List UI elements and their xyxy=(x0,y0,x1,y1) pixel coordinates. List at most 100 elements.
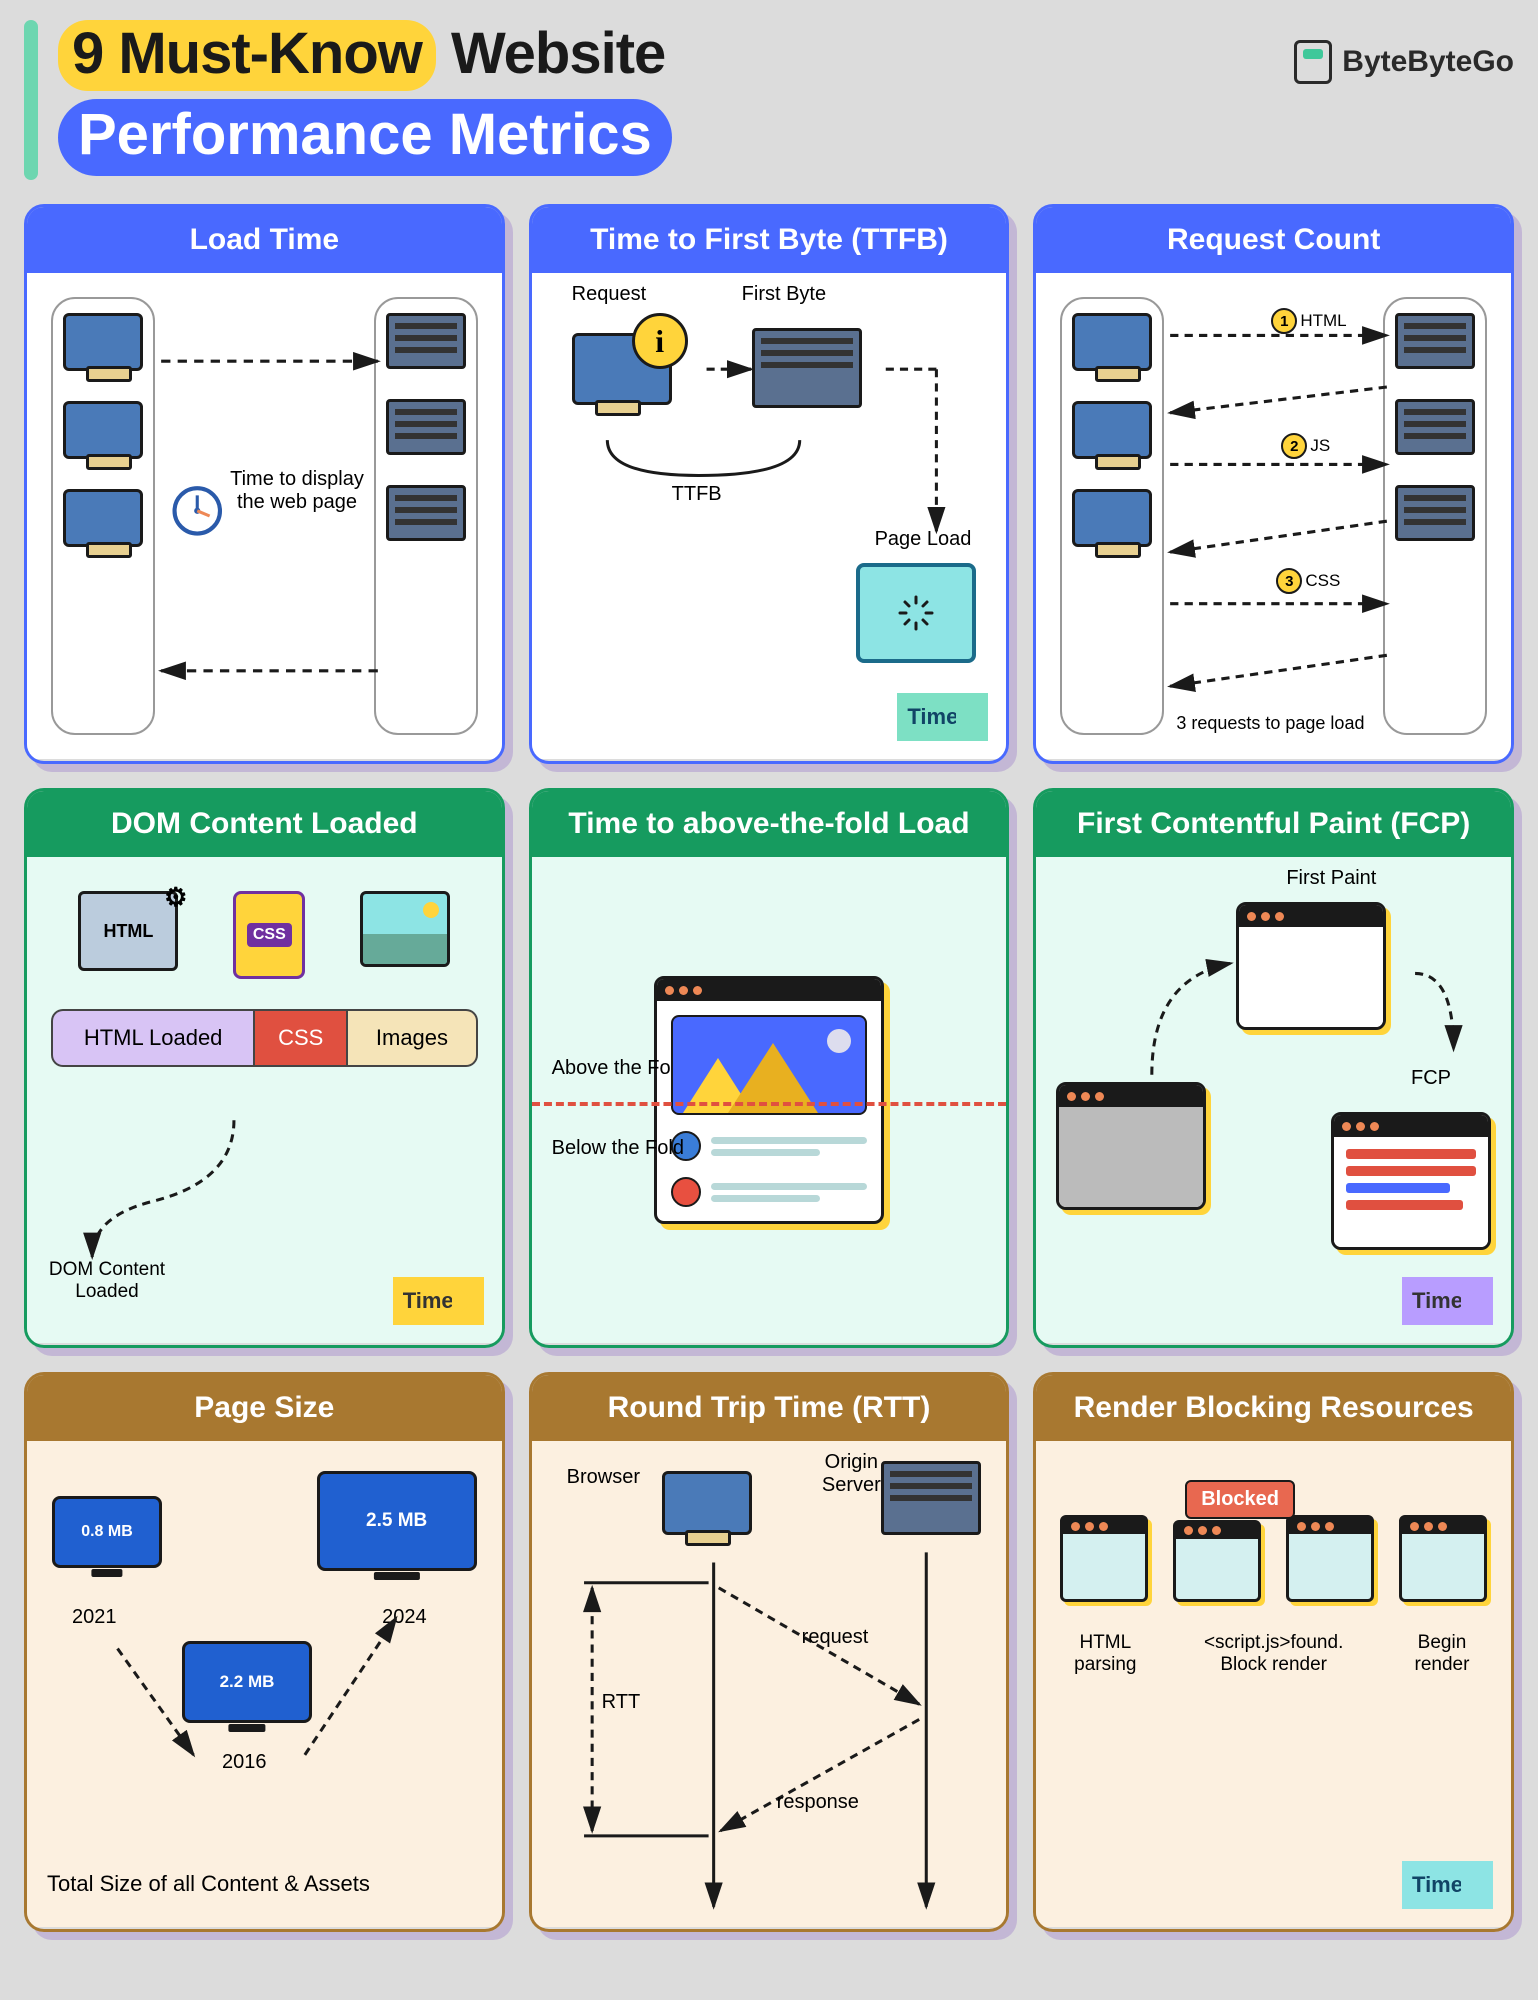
time-arrow: Time xyxy=(1402,1861,1493,1909)
client-stack xyxy=(51,297,155,735)
server-stack xyxy=(1383,297,1487,735)
title-highlight-blue: Performance Metrics xyxy=(58,99,672,176)
css-file-icon: CSS xyxy=(233,891,305,979)
label-response: response xyxy=(777,1791,859,1814)
fold-line xyxy=(532,1102,1007,1106)
computer-icon xyxy=(1072,313,1152,371)
load-time-caption: Time to display the web page xyxy=(222,468,372,514)
dom-caption: DOM Content Loaded xyxy=(42,1259,172,1303)
image-file-icon xyxy=(360,891,450,967)
year-2024: 2024 xyxy=(382,1606,427,1629)
time-arrow: Time xyxy=(1402,1277,1493,1325)
label-first-byte: First Byte xyxy=(742,283,826,306)
card-title: Time to above-the-fold Load xyxy=(532,791,1007,857)
mini-window xyxy=(1173,1520,1261,1602)
card-request-count: Request Count 1HTML 2JS 3CSS 3 reques xyxy=(1033,204,1514,764)
loading-screen-icon xyxy=(856,563,976,663)
monitor-2021: 0.8 MB xyxy=(52,1496,162,1568)
accent-bar xyxy=(24,20,38,180)
badge-2: 2 xyxy=(1281,433,1307,459)
label-server: Origin Server xyxy=(811,1451,891,1497)
label-browser: Browser xyxy=(567,1466,640,1489)
server-icon xyxy=(386,399,466,455)
label-above-fold: Above the Fold xyxy=(552,1057,687,1080)
label-request: request xyxy=(802,1626,869,1649)
monitor-2016: 2.2 MB xyxy=(182,1641,312,1723)
card-title: Time to First Byte (TTFB) xyxy=(532,207,1007,273)
page-header: 9 Must-Know Website Performance Metrics … xyxy=(24,20,1514,180)
label-js: JS xyxy=(1310,436,1330,456)
bar-css: CSS xyxy=(253,1009,348,1067)
label-request: Request xyxy=(572,283,647,306)
page-size-caption: Total Size of all Content & Assets xyxy=(47,1871,447,1897)
card-fcp: First Contentful Paint (FCP) First Paint… xyxy=(1033,788,1514,1348)
label-css: CSS xyxy=(1305,571,1340,591)
card-title: DOM Content Loaded xyxy=(27,791,502,857)
year-2021: 2021 xyxy=(72,1606,117,1629)
label-fcp: FCP xyxy=(1411,1067,1451,1090)
mini-window xyxy=(1060,1515,1148,1602)
server-icon xyxy=(752,328,862,408)
blocked-badge: Blocked xyxy=(1185,1480,1295,1519)
step-html-parsing: HTML parsing xyxy=(1060,1632,1150,1676)
server-stack xyxy=(374,297,478,735)
card-ttfb: Time to First Byte (TTFB) Request First … xyxy=(529,204,1010,764)
card-title: Load Time xyxy=(27,207,502,273)
card-dom-loaded: DOM Content Loaded HTML⚙ CSS HTML Loaded… xyxy=(24,788,505,1348)
card-load-time: Load Time Time to display the web page xyxy=(24,204,505,764)
title-rest: Website xyxy=(436,21,665,86)
card-above-fold: Time to above-the-fold Load Above the Fo… xyxy=(529,788,1010,1348)
label-below-fold: Below the Fold xyxy=(552,1137,684,1160)
card-title: First Contentful Paint (FCP) xyxy=(1036,791,1511,857)
loading-bar: HTML Loaded CSS Images xyxy=(51,1009,478,1067)
label-first-paint: First Paint xyxy=(1286,867,1376,890)
label-page-load: Page Load xyxy=(875,528,972,551)
badge-3: 3 xyxy=(1276,568,1302,594)
steps-row: HTML parsing <script.js>found. Block ren… xyxy=(1060,1632,1487,1676)
info-icon: i xyxy=(632,313,688,369)
card-blocking: Render Blocking Resources Blocked HTML p… xyxy=(1033,1372,1514,1932)
time-arrow: Time xyxy=(393,1277,484,1325)
card-page-size: Page Size 0.8 MB 2021 2.2 MB 2016 2.5 MB… xyxy=(24,1372,505,1932)
label-ttfb: TTFB xyxy=(672,483,722,506)
label-html: HTML xyxy=(1300,311,1346,331)
card-rtt: Round Trip Time (RTT) Browser Origin Ser… xyxy=(529,1372,1010,1932)
server-icon xyxy=(1395,313,1475,369)
bar-images: Images xyxy=(348,1009,477,1067)
window-blank xyxy=(1056,1082,1206,1210)
server-icon xyxy=(386,485,466,541)
html-file-icon: HTML⚙ xyxy=(78,891,178,971)
badge-1: 1 xyxy=(1271,308,1297,334)
card-grid: Load Time Time to display the web page T… xyxy=(24,204,1514,1932)
brand-text: ByteByteGo xyxy=(1342,45,1514,79)
card-title: Page Size xyxy=(27,1375,502,1441)
card-title: Round Trip Time (RTT) xyxy=(532,1375,1007,1441)
server-icon xyxy=(881,1461,981,1535)
label-rtt: RTT xyxy=(602,1691,641,1714)
mini-window xyxy=(1399,1515,1487,1602)
computer-icon xyxy=(662,1471,752,1535)
computer-icon xyxy=(1072,489,1152,547)
client-stack xyxy=(1060,297,1164,735)
computer-icon xyxy=(1072,401,1152,459)
year-2016: 2016 xyxy=(222,1751,267,1774)
request-count-caption: 3 requests to page load xyxy=(1176,713,1364,734)
brand-logo: ByteByteGo xyxy=(1294,40,1514,84)
mini-window xyxy=(1286,1515,1374,1602)
time-arrow: Time xyxy=(897,693,988,741)
monitor-2024: 2.5 MB xyxy=(317,1471,477,1571)
server-icon xyxy=(1395,485,1475,541)
title-line-2: Performance Metrics xyxy=(58,99,1274,176)
computer-icon xyxy=(63,401,143,459)
computer-icon xyxy=(63,313,143,371)
step-block-render: <script.js>found. Block render xyxy=(1179,1632,1369,1676)
computer-icon xyxy=(63,489,143,547)
window-fcp xyxy=(1331,1112,1491,1250)
server-icon xyxy=(386,313,466,369)
brand-icon xyxy=(1294,40,1332,84)
webpage-mockup xyxy=(654,976,884,1224)
bar-html: HTML Loaded xyxy=(51,1009,253,1067)
window-row: Blocked xyxy=(1060,1515,1487,1602)
card-title: Render Blocking Resources xyxy=(1036,1375,1511,1441)
title-line-1: 9 Must-Know Website xyxy=(58,20,1274,91)
